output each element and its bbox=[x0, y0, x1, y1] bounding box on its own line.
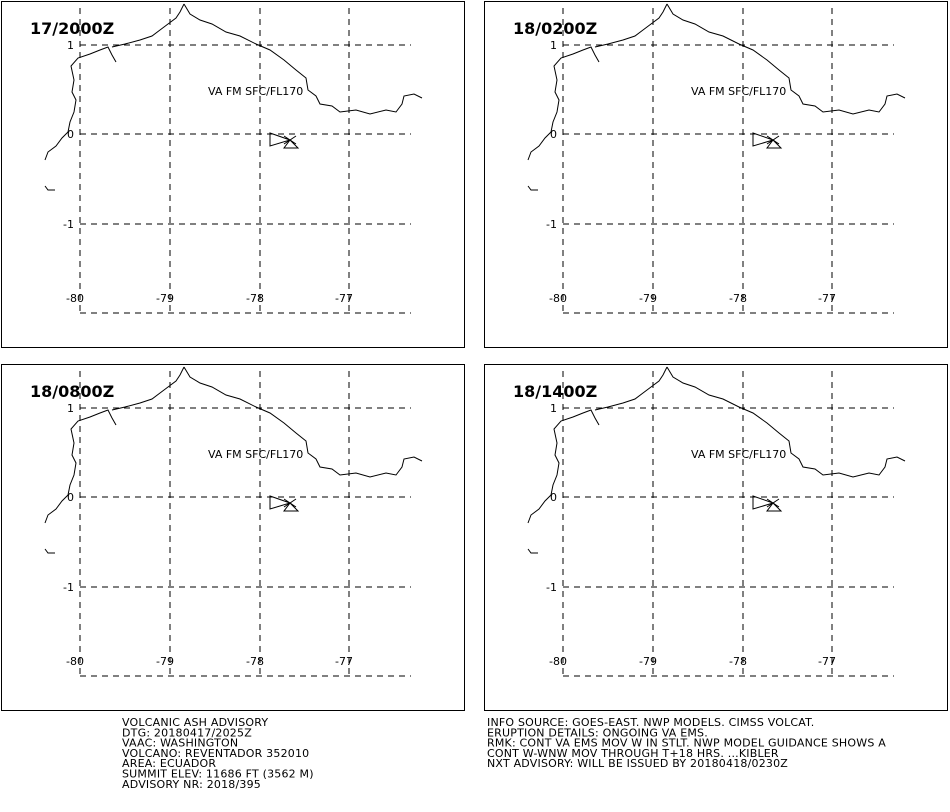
ash-annotation: VA FM SFC/FL170 bbox=[691, 85, 786, 98]
map-panel: 18/1400Z VA FM SFC/FL170 1 0 -1 -80 -79 -78 -77 bbox=[484, 364, 948, 711]
map-panel: 17/2000Z VA FM SFC/FL170 1 0 -1 -80 -79 -78 -77 bbox=[1, 1, 465, 348]
longitude-label: -78 bbox=[246, 292, 264, 305]
longitude-label: -77 bbox=[818, 292, 836, 305]
ash-area bbox=[752, 132, 783, 149]
ash-annotation: VA FM SFC/FL170 bbox=[691, 448, 786, 461]
latitude-label: -1 bbox=[63, 581, 74, 594]
advisory-line: VOLCANIC ASH ADVISORY bbox=[122, 716, 268, 729]
advisory-line: ADVISORY NR: 2018/395 bbox=[122, 778, 261, 791]
valid-time: 18/0200Z bbox=[513, 19, 597, 38]
panel-border bbox=[484, 364, 948, 711]
latitude-label: 0 bbox=[67, 128, 74, 141]
advisory-line: VOLCANO: REVENTADOR 352010 bbox=[122, 747, 309, 760]
panel-border bbox=[1, 364, 465, 711]
latitude-label: 0 bbox=[550, 491, 557, 504]
longitude-label: -80 bbox=[549, 655, 567, 668]
longitude-label: -78 bbox=[729, 292, 747, 305]
coastline bbox=[44, 366, 423, 554]
advisory-line: DTG: 20180417/2025Z bbox=[122, 726, 252, 739]
advisory-line: SUMMIT ELEV: 11686 FT (3562 M) bbox=[122, 768, 314, 781]
ash-area bbox=[269, 495, 300, 512]
latitude-label: -1 bbox=[63, 218, 74, 231]
map-panel: 18/0200Z VA FM SFC/FL170 1 0 -1 -80 -79 -78 -77 bbox=[484, 1, 948, 348]
longitude-label: -78 bbox=[246, 655, 264, 668]
latitude-label: -1 bbox=[546, 581, 557, 594]
longitude-label: -79 bbox=[156, 292, 174, 305]
longitude-label: -77 bbox=[335, 655, 353, 668]
longitude-label: -77 bbox=[335, 292, 353, 305]
latitude-label: 1 bbox=[67, 39, 74, 52]
panel-border bbox=[1, 1, 465, 348]
advisory-line: ERUPTION DETAILS: ONGOING VA EMS. bbox=[487, 726, 708, 739]
ash-annotation: VA FM SFC/FL170 bbox=[208, 448, 303, 461]
advisory-line: RMK: CONT VA EMS MOV W IN STLT. NWP MODE… bbox=[487, 737, 886, 750]
valid-time: 18/0800Z bbox=[30, 382, 114, 401]
latitude-label: 0 bbox=[67, 491, 74, 504]
latitude-label: 0 bbox=[550, 128, 557, 141]
valid-time: 17/2000Z bbox=[30, 19, 114, 38]
latitude-label: -1 bbox=[546, 218, 557, 231]
advisory-line: NXT ADVISORY: WILL BE ISSUED BY 20180418… bbox=[487, 757, 788, 770]
longitude-label: -79 bbox=[639, 655, 657, 668]
longitude-label: -77 bbox=[818, 655, 836, 668]
panel-border bbox=[484, 1, 948, 348]
latitude-label: 1 bbox=[67, 402, 74, 415]
ash-area bbox=[752, 495, 783, 512]
advisory-line: INFO SOURCE: GOES-EAST. NWP MODELS. CIMS… bbox=[487, 716, 815, 729]
longitude-label: -78 bbox=[729, 655, 747, 668]
ash-annotation: VA FM SFC/FL170 bbox=[208, 85, 303, 98]
advisory-line: CONT W-WNW MOV THROUGH T+18 HRS. ...KIBL… bbox=[487, 747, 779, 760]
latitude-label: 1 bbox=[550, 39, 557, 52]
longitude-label: -80 bbox=[66, 655, 84, 668]
longitude-label: -79 bbox=[156, 655, 174, 668]
advisory-line: VAAC: WASHINGTON bbox=[122, 737, 238, 750]
longitude-label: -80 bbox=[549, 292, 567, 305]
map-panel: 18/0800Z VA FM SFC/FL170 1 0 -1 -80 -79 -78 -77 bbox=[1, 364, 465, 711]
valid-time: 18/1400Z bbox=[513, 382, 597, 401]
advisory-line: AREA: ECUADOR bbox=[122, 757, 216, 770]
coastline bbox=[527, 366, 906, 554]
ash-area bbox=[269, 132, 300, 149]
longitude-label: -79 bbox=[639, 292, 657, 305]
coastline bbox=[527, 3, 906, 191]
longitude-label: -80 bbox=[66, 292, 84, 305]
coastline bbox=[44, 3, 423, 191]
latitude-label: 1 bbox=[550, 402, 557, 415]
